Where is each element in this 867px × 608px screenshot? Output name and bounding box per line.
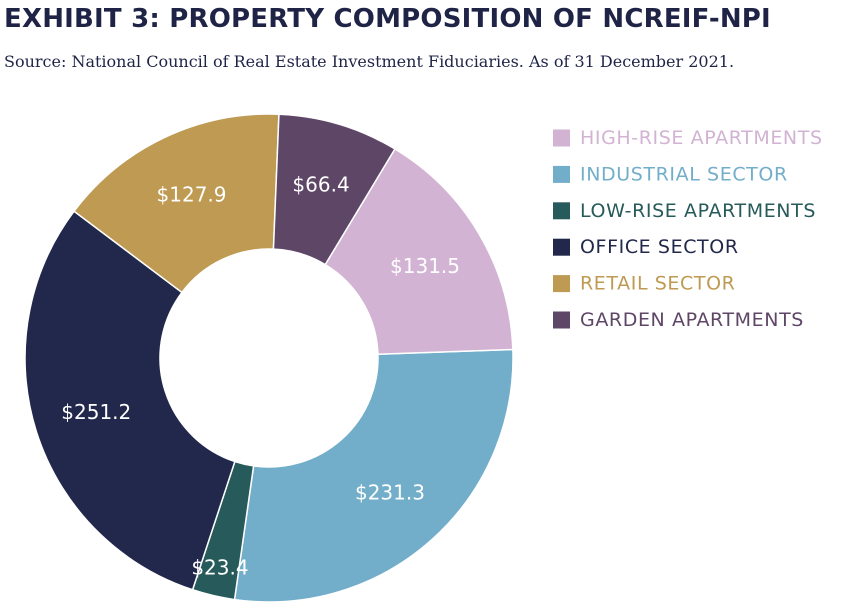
legend-label-office-sector: OFFICE SECTOR (580, 236, 739, 258)
chart-legend: HIGH-RISE APARTMENTS INDUSTRIAL SECTOR LOW… (553, 127, 823, 331)
legend-swatch-office-sector (553, 238, 570, 256)
slice-office-sector (24, 210, 236, 591)
slice-high-rise-apartments (324, 147, 514, 355)
slice-label-low-rise-apartments: $23.4 (191, 555, 248, 579)
slice-retail-sector (73, 113, 280, 294)
chart-source-note: Source: National Council of Real Estate … (4, 52, 735, 71)
legend-label-retail-sector: RETAIL SECTOR (580, 273, 735, 295)
legend-swatch-industrial-sector (553, 165, 570, 183)
chart-title: EXHIBIT 3: PROPERTY COMPOSITION OF NCREI… (4, 4, 771, 34)
slice-label-office-sector: $251.2 (61, 400, 131, 424)
legend-swatch-garden-apartments (553, 311, 570, 329)
legend-label-industrial-sector: INDUSTRIAL SECTOR (580, 163, 788, 185)
slice-label-garden-apartments: $66.4 (292, 173, 349, 197)
legend-swatch-high-rise-apartments (553, 129, 570, 147)
slice-label-retail-sector: $127.9 (157, 182, 227, 206)
slice-label-high-rise-apartments: $131.5 (390, 254, 460, 278)
slice-industrial-sector (233, 348, 514, 603)
legend-label-garden-apartments: GARDEN APARTMENTS (580, 309, 804, 331)
donut-slice-labels: $231.3 $23.4 $251.2 $127.9 $66.4 $131.5 (61, 173, 460, 580)
legend-label-high-rise-apartments: HIGH-RISE APARTMENTS (580, 127, 823, 149)
donut-slices (24, 113, 514, 603)
slice-label-industrial-sector: $231.3 (355, 481, 425, 505)
legend-label-low-rise-apartments: LOW-RISE APARTMENTS (580, 200, 816, 222)
legend-swatch-low-rise-apartments (553, 202, 570, 220)
legend-swatch-retail-sector (553, 275, 570, 293)
